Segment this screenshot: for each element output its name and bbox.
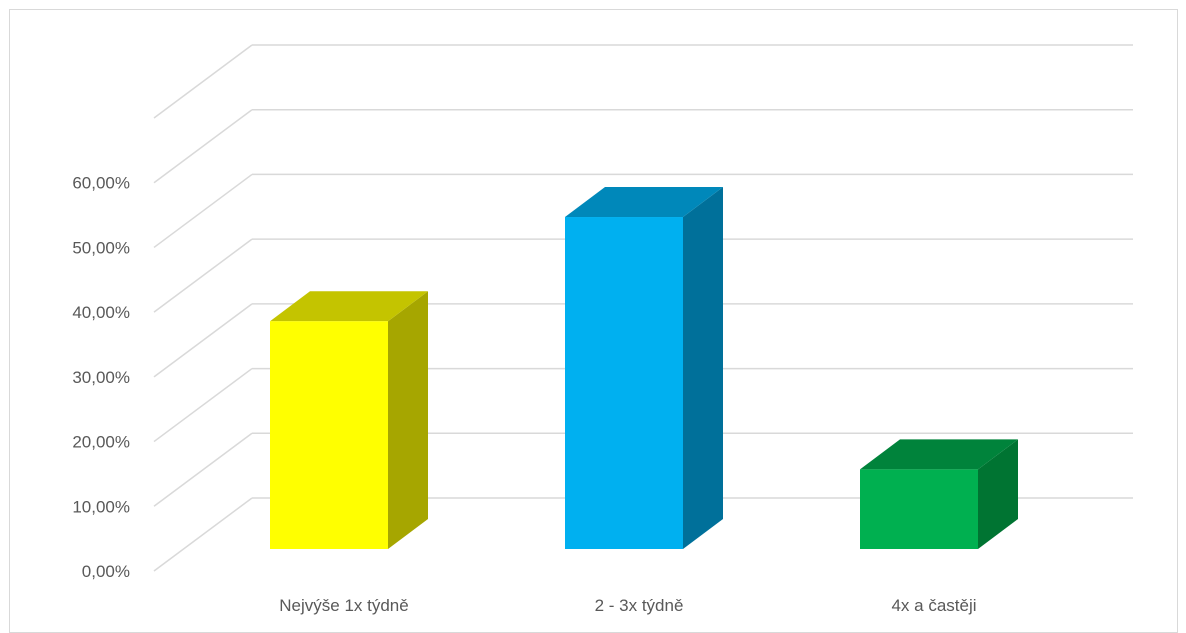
y-tick-label: 10,00% xyxy=(72,497,130,516)
bar xyxy=(860,439,1018,549)
gridline-depth xyxy=(153,497,253,572)
y-axis-tick-labels: 0,00% 10,00% 20,00% 30,00% 40,00% 50,00% 60,00… xyxy=(72,174,130,581)
y-tick-label: 60,00% xyxy=(72,174,130,193)
bar-top xyxy=(860,439,1018,470)
bar xyxy=(565,187,723,549)
bar-front xyxy=(565,217,683,549)
x-category-label: 2 - 3x týdně xyxy=(595,596,684,615)
gridline-depth xyxy=(153,303,253,378)
bar-front xyxy=(270,321,388,549)
x-category-label: 4x a častěji xyxy=(891,596,976,615)
gridline-depth xyxy=(153,44,253,119)
x-category-label: Nejvýše 1x týdně xyxy=(279,596,408,615)
bar xyxy=(270,291,428,549)
y-tick-label: 0,00% xyxy=(82,562,130,581)
gridline-depth xyxy=(153,173,253,249)
gridline-depth xyxy=(153,109,253,184)
bars xyxy=(270,187,1018,549)
bar-side xyxy=(388,291,428,549)
y-tick-label: 50,00% xyxy=(72,238,130,257)
bar-side xyxy=(978,439,1018,549)
gridline-depth xyxy=(153,238,253,313)
bar-top xyxy=(270,291,428,322)
bar-front xyxy=(860,469,978,549)
bar-side xyxy=(683,187,723,549)
gridline-depth xyxy=(153,367,253,443)
bar-top xyxy=(565,187,723,218)
y-tick-label: 20,00% xyxy=(72,433,130,452)
y-tick-label: 30,00% xyxy=(72,368,130,387)
x-axis-category-labels: Nejvýše 1x týdně 2 - 3x týdně 4x a častěji xyxy=(279,596,976,615)
gridline-depth xyxy=(153,432,253,507)
y-tick-label: 40,00% xyxy=(72,303,130,322)
